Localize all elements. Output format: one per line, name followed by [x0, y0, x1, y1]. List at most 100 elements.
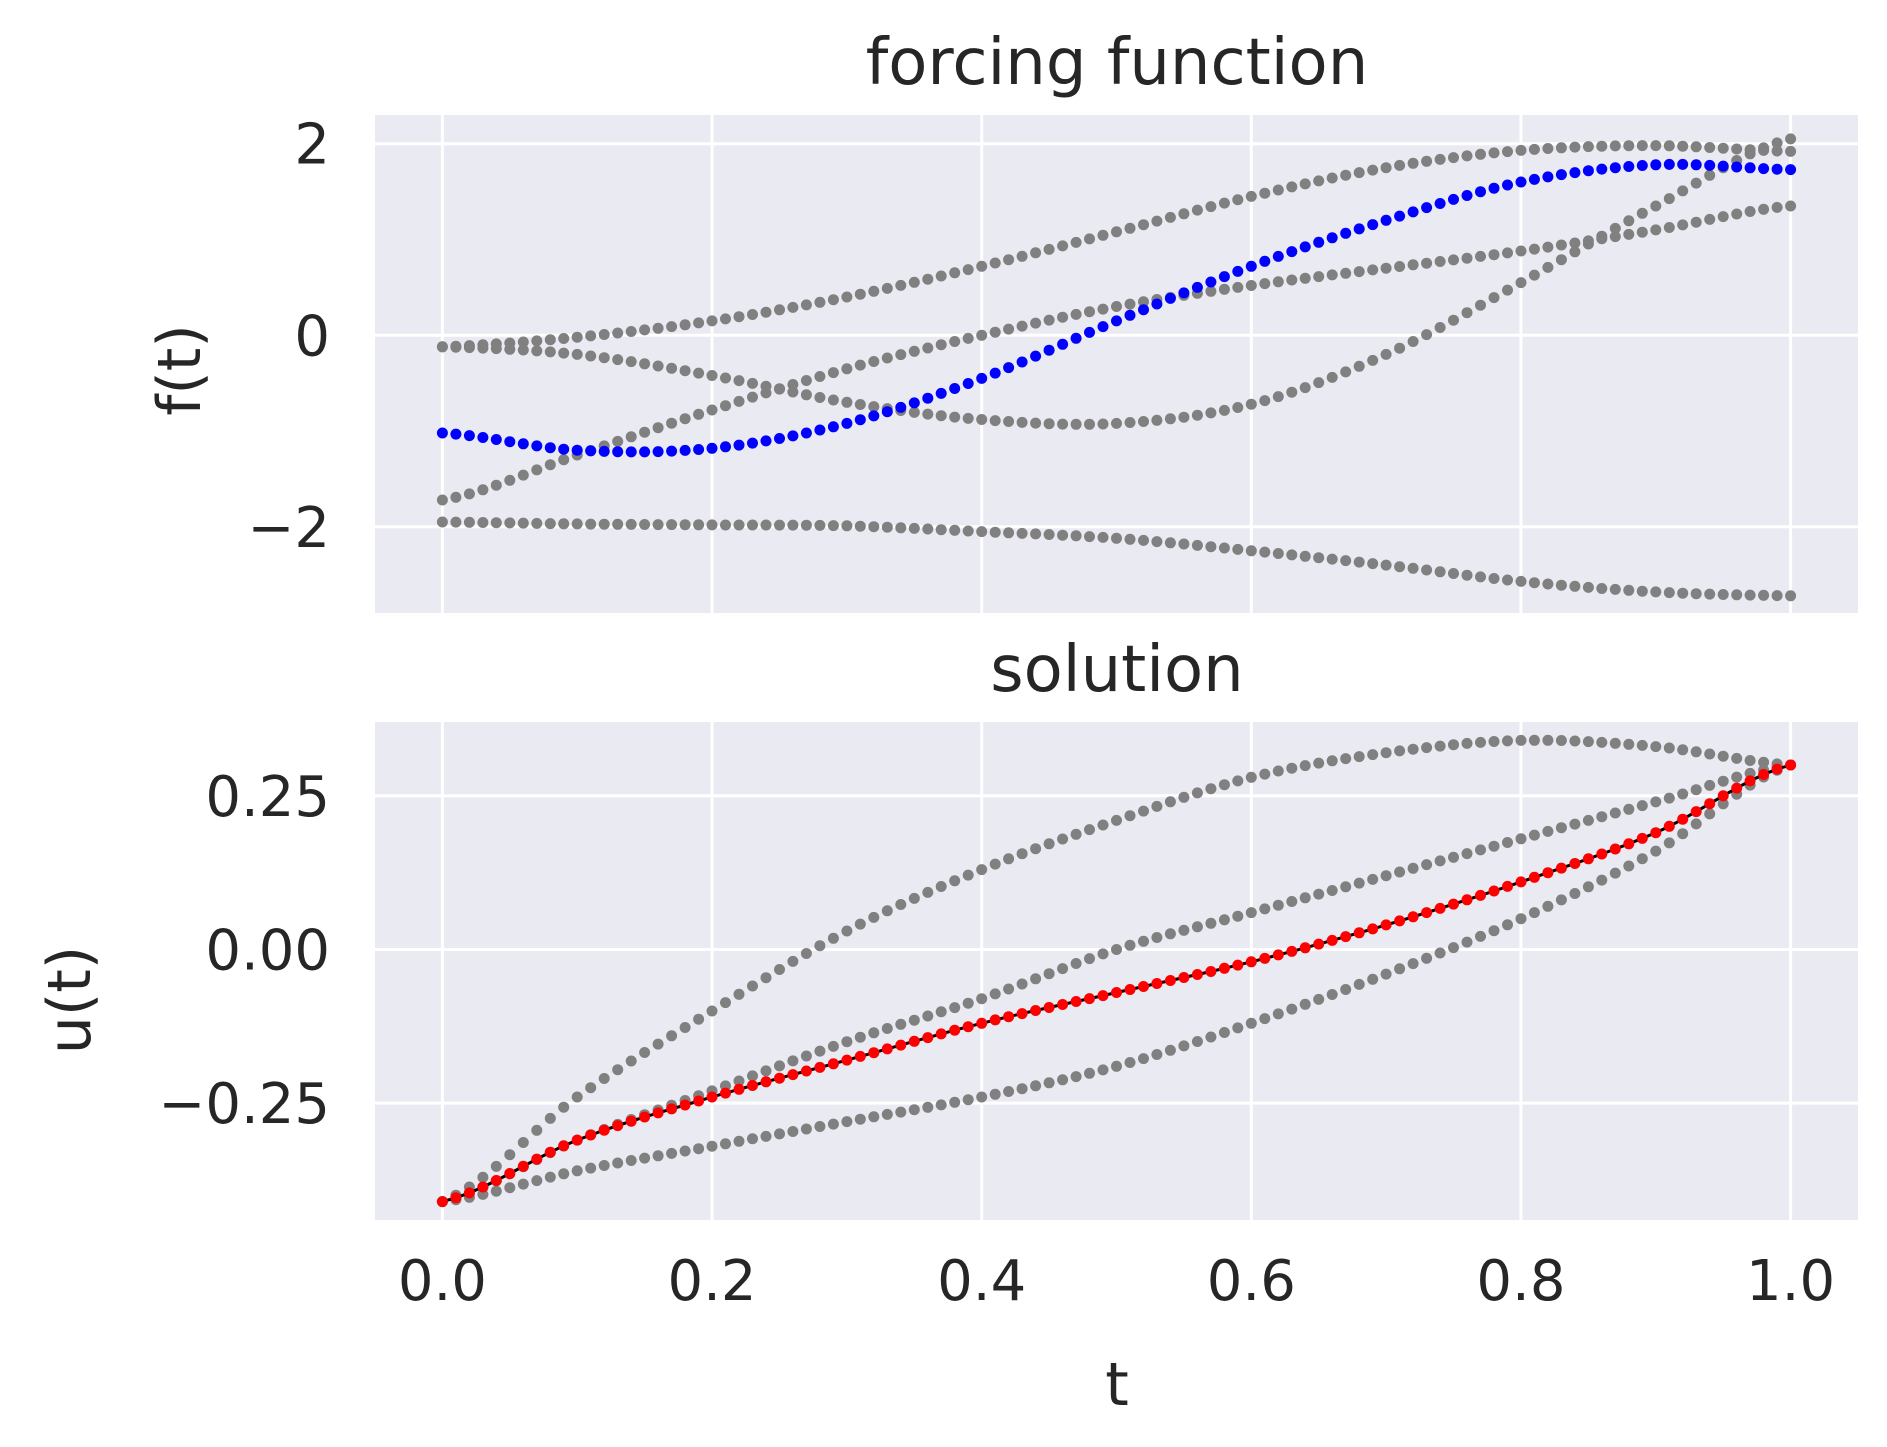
data-point: [935, 524, 947, 536]
bottom-ylabel: u(t): [35, 946, 105, 1054]
data-point: [747, 1080, 758, 1091]
data-point: [733, 375, 745, 387]
data-point: [1111, 1060, 1122, 1072]
data-point: [1609, 807, 1621, 819]
data-point: [1475, 186, 1486, 198]
data-point: [1717, 211, 1729, 223]
data-point: [1272, 949, 1284, 961]
data-point: [1475, 844, 1486, 856]
data-point: [531, 1153, 543, 1165]
data-point: [1030, 317, 1042, 329]
data-point: [490, 479, 502, 491]
data-point: [1650, 159, 1662, 171]
data-point: [706, 315, 718, 327]
data-point: [1609, 222, 1621, 234]
data-point: [1353, 751, 1365, 763]
data-point: [1407, 206, 1419, 218]
data-point: [1272, 548, 1284, 559]
data-point: [1623, 584, 1635, 596]
data-point: [800, 948, 812, 959]
data-point: [922, 523, 934, 535]
data-point: [1407, 336, 1419, 347]
data-point: [450, 491, 462, 503]
data-point: [1542, 900, 1554, 912]
data-point: [1677, 828, 1689, 840]
data-point: [1582, 581, 1594, 593]
data-point: [666, 1030, 678, 1042]
data-point: [800, 519, 812, 531]
data-point: [1609, 583, 1621, 595]
data-point: [868, 356, 880, 367]
data-point: [733, 395, 745, 407]
data-point: [1030, 973, 1042, 985]
data-point: [1313, 552, 1325, 564]
data-point: [1138, 981, 1149, 992]
data-point: [814, 1045, 826, 1057]
data-point: [693, 408, 705, 420]
data-point: [1542, 734, 1554, 746]
data-point: [517, 344, 529, 356]
data-point: [531, 1175, 543, 1187]
data-point: [1555, 579, 1567, 591]
data-point: [922, 886, 934, 898]
data-point: [1097, 1064, 1109, 1076]
data-point: [1003, 416, 1015, 427]
data-point: [1475, 250, 1486, 262]
data-point: [1502, 735, 1513, 747]
data-point: [827, 421, 839, 433]
data-point: [787, 1055, 799, 1067]
data-point: [1286, 1003, 1298, 1015]
x-tick-label: 0.8: [1476, 1249, 1565, 1314]
data-point: [1717, 775, 1729, 787]
y-tick-label: −2: [247, 496, 330, 561]
data-point: [679, 413, 691, 425]
data-point: [774, 519, 785, 531]
data-point: [1326, 553, 1338, 565]
data-point: [1259, 952, 1271, 964]
data-point: [1097, 303, 1109, 315]
data-point: [935, 881, 947, 892]
data-point: [1394, 915, 1406, 927]
data-point: [612, 446, 624, 458]
data-point: [760, 519, 772, 531]
data-point: [1461, 569, 1473, 581]
data-point: [531, 335, 543, 347]
data-point: [1515, 734, 1527, 746]
data-point: [1003, 983, 1015, 995]
data-point: [1515, 144, 1527, 156]
data-point: [1191, 539, 1203, 551]
data-point: [1502, 247, 1513, 259]
data-point: [1407, 862, 1419, 874]
data-point: [612, 327, 624, 339]
data-point: [1596, 848, 1608, 860]
data-point: [1259, 187, 1271, 199]
data-point: [612, 354, 624, 366]
data-point: [949, 411, 961, 423]
data-point: [989, 526, 1001, 538]
data-point: [1650, 200, 1662, 212]
data-point: [571, 1091, 583, 1103]
data-point: [1407, 911, 1419, 923]
y-tick-label: 0.00: [205, 918, 330, 983]
data-point: [1299, 382, 1311, 394]
data-point: [1677, 788, 1689, 800]
data-point: [1178, 791, 1190, 803]
data-point: [1272, 899, 1284, 911]
data-point: [841, 396, 853, 408]
data-point: [1488, 249, 1500, 261]
data-point: [1394, 963, 1406, 975]
data-point: [571, 348, 583, 360]
data-point: [558, 1140, 570, 1152]
data-point: [504, 1182, 516, 1194]
data-point: [1138, 935, 1149, 947]
data-point: [800, 299, 812, 311]
data-point: [1731, 143, 1743, 155]
data-point: [1394, 210, 1406, 222]
data-point: [1138, 219, 1149, 231]
data-point: [585, 1162, 597, 1174]
data-point: [1057, 833, 1069, 845]
data-point: [935, 387, 947, 399]
data-point: [1178, 208, 1190, 220]
data-point: [477, 1171, 489, 1183]
data-point: [612, 1064, 624, 1076]
